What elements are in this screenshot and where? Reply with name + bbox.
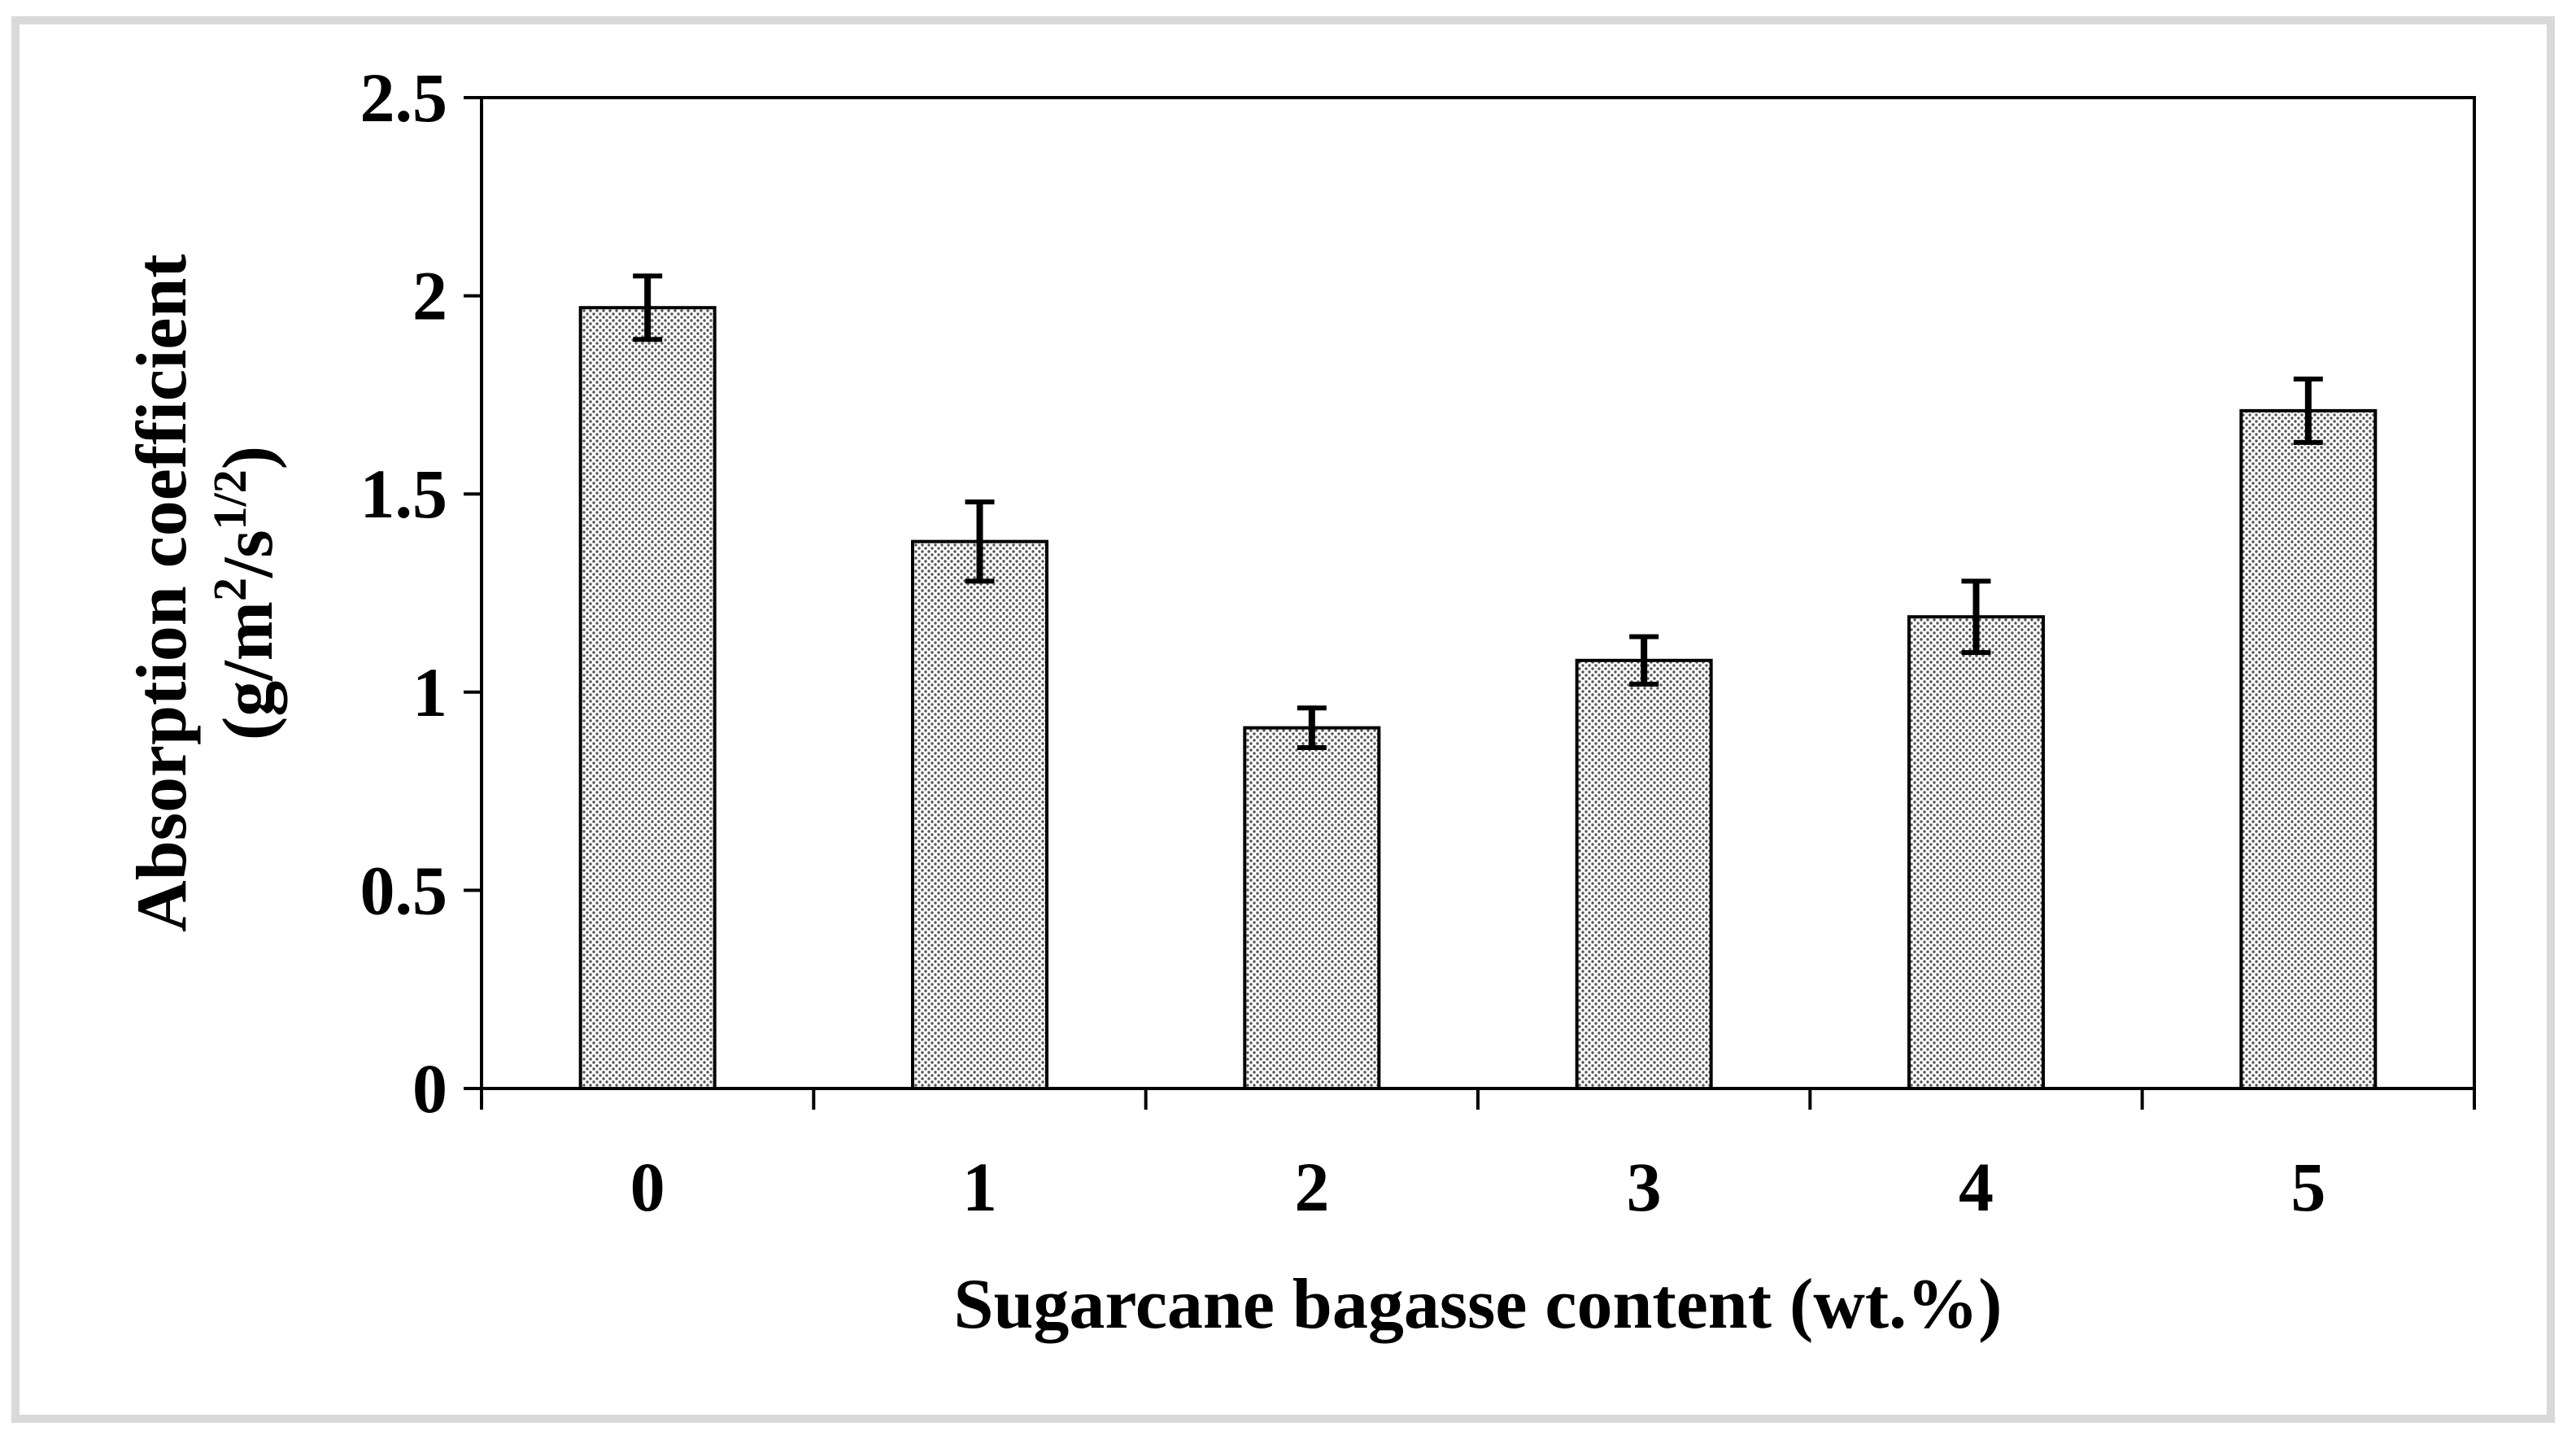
x-axis-ticks: 0 1 2 3 4 5	[480, 1088, 2476, 1226]
bars	[578, 306, 2378, 1090]
y-unit-suffix: )	[209, 446, 288, 469]
error-bar-4	[1961, 578, 1991, 656]
error-bar-0	[633, 273, 663, 342]
error-bar-1	[965, 499, 995, 584]
x-axis-title: Sugarcane bagasse content (wt.%)	[954, 1265, 2003, 1344]
error-bars	[633, 273, 2323, 751]
y-axis-ticks: 0 0.5 1 1.5 2 2.5	[360, 59, 482, 1128]
y-unit-prefix: (g/m	[209, 601, 288, 740]
x-tick-label: 5	[2291, 1148, 2325, 1226]
x-tick-label: 2	[1294, 1148, 1329, 1226]
x-tick-label: 4	[1959, 1148, 1994, 1226]
y-axis-title-line2: (g/m2/s1/2)	[203, 446, 289, 740]
bar-1	[911, 539, 1048, 1090]
x-tick-label: 0	[630, 1148, 665, 1226]
y-axis-title-line1: Absorption coefficient	[123, 254, 202, 931]
bar-3	[1575, 658, 1713, 1090]
y-unit-sup1: 2	[203, 578, 256, 601]
error-bar-3	[1629, 634, 1659, 687]
y-tick-label: 0	[412, 1049, 447, 1128]
y-unit-middle: /s	[209, 530, 288, 578]
figure-frame	[11, 16, 2555, 1423]
bar-0	[578, 306, 717, 1090]
y-tick-label: 2.5	[360, 59, 448, 137]
y-unit-sup2: 1/2	[203, 469, 256, 530]
plot-area	[480, 96, 2476, 1090]
error-bar-5	[2293, 376, 2323, 445]
y-tick-label: 0.5	[360, 851, 448, 929]
y-tick-label: 1.5	[360, 455, 448, 533]
bar-4	[1907, 615, 2045, 1090]
error-bar-2	[1297, 705, 1327, 751]
y-axis-title: Absorption coefficient (g/m2/s1/2)	[123, 254, 288, 931]
x-tick-label: 3	[1627, 1148, 1662, 1226]
bar-5	[2239, 408, 2378, 1090]
x-tick-label: 1	[962, 1148, 997, 1226]
y-tick-label: 1	[412, 653, 447, 731]
bar-2	[1243, 726, 1381, 1090]
y-tick-label: 2	[412, 257, 447, 335]
